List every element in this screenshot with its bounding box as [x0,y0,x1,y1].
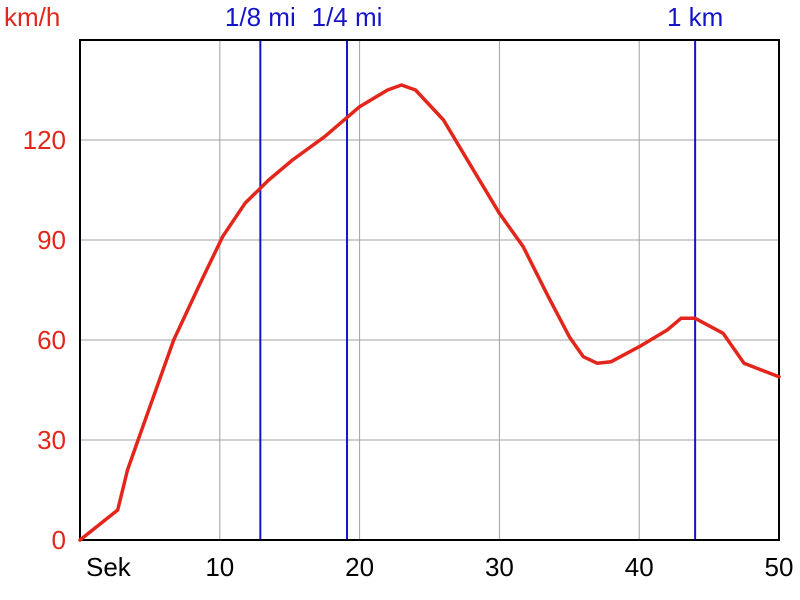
marker-label-2: 1 km [667,2,723,32]
y-tick-label-0: 0 [52,525,66,555]
plot-frame [79,39,780,541]
marker-labels: 1/8 mi 1/4 mi 1 km [225,2,723,32]
y-axis-ticks: 0 30 60 90 120 [23,125,66,555]
x-tick-label-50: 50 [765,552,794,582]
x-tick-label-10: 10 [205,552,234,582]
distance-markers [259,40,697,540]
marker-label-1: 1/4 mi [312,2,383,32]
grid-lines [80,40,780,541]
y-tick-label-30: 30 [37,425,66,455]
y-axis-label: km/h [4,2,60,32]
marker-label-0: 1/8 mi [225,2,296,32]
x-tick-label-40: 40 [625,552,654,582]
y-tick-label-120: 120 [23,125,66,155]
speed-series-line [78,83,781,542]
y-tick-label-90: 90 [37,225,66,255]
y-tick-label-60: 60 [37,325,66,355]
x-axis-ticks: 10 20 30 40 50 [205,552,793,582]
x-tick-label-30: 30 [485,552,514,582]
x-axis-label: Sek [86,552,132,582]
x-tick-label-20: 20 [345,552,374,582]
